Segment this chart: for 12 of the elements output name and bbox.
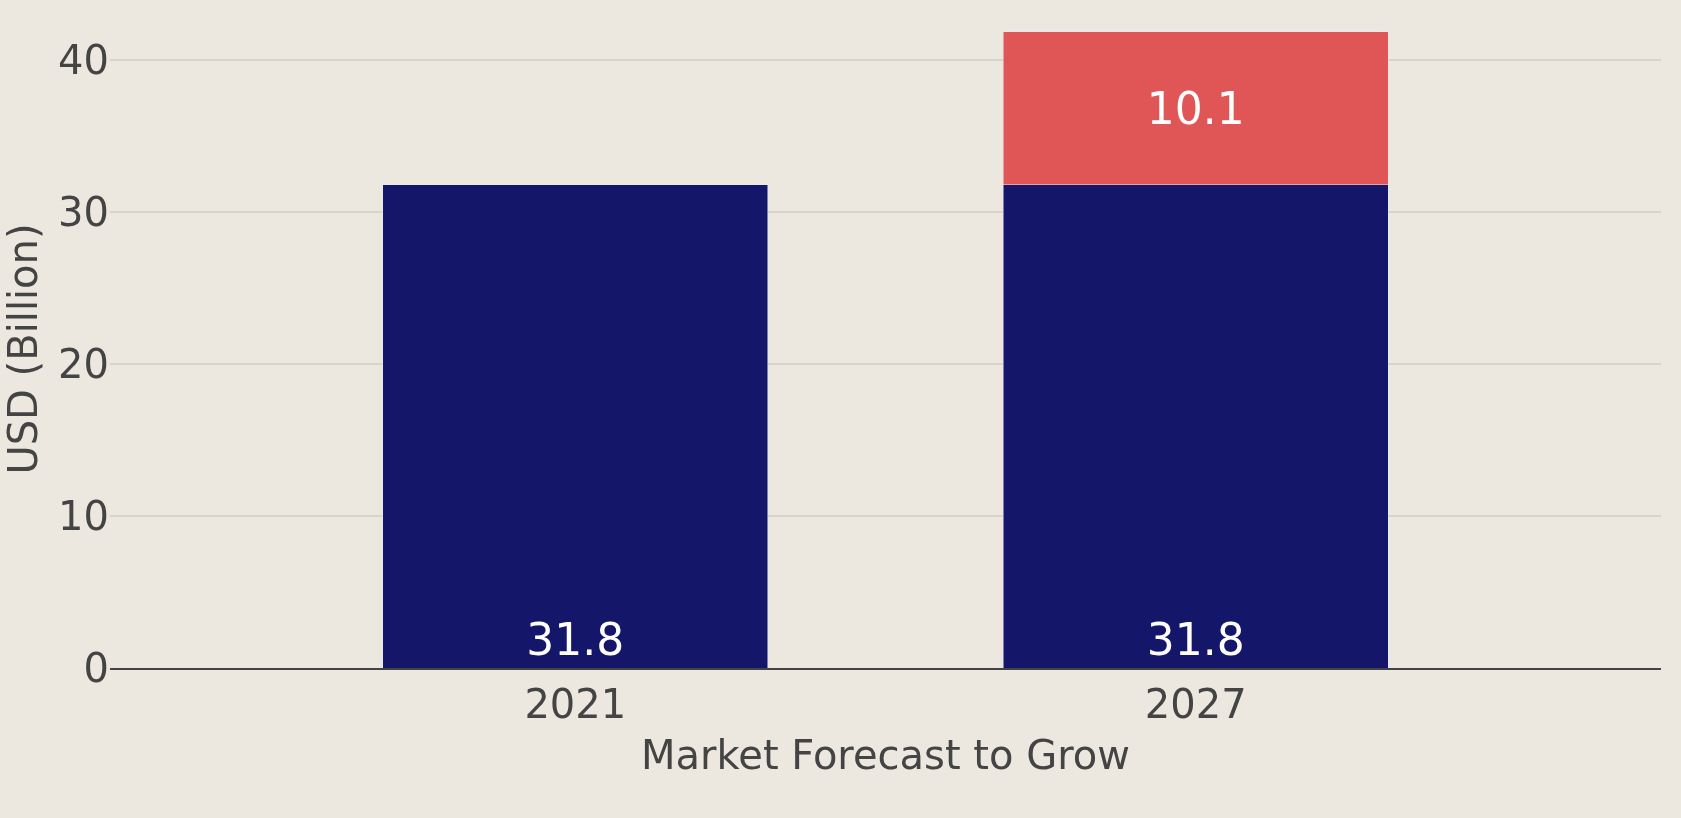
y-tick-label: 20 <box>58 341 109 388</box>
x-tick-label: 2021 <box>524 681 627 727</box>
y-tick-label: 30 <box>58 189 109 236</box>
data-label: 10.1 <box>1146 82 1245 134</box>
data-label: 31.8 <box>526 614 625 665</box>
data-label: 31.8 <box>1146 614 1245 665</box>
y-tick-label: 40 <box>58 37 109 84</box>
x-axis-title: Market Forecast to Grow <box>641 732 1130 778</box>
y-tick-label: 10 <box>58 493 109 540</box>
y-axis-title: USD (Billion) <box>0 223 46 475</box>
x-tick-label: 2027 <box>1144 681 1247 727</box>
y-tick-label: 0 <box>83 645 109 691</box>
